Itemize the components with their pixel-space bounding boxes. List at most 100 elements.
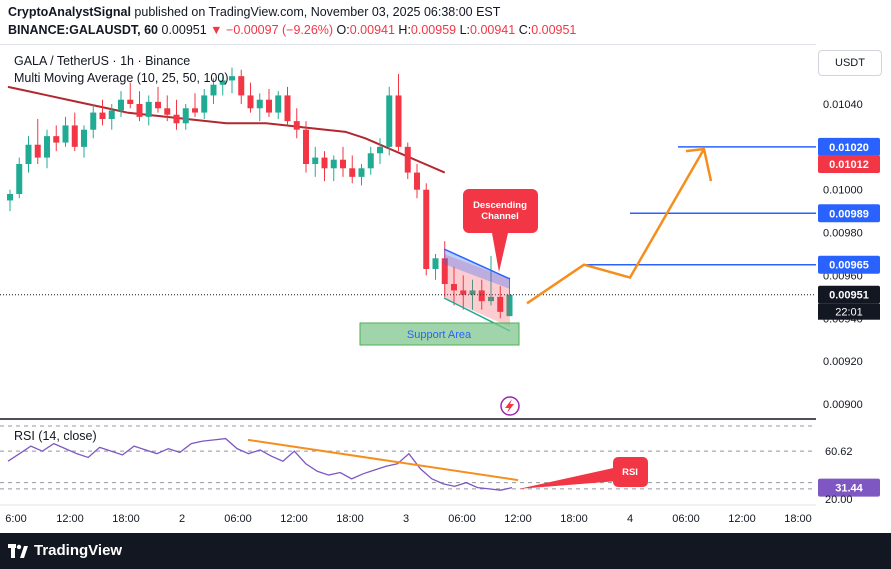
- tradingview-logo-icon: [8, 543, 28, 558]
- candle-body: [303, 129, 309, 164]
- candle-body: [44, 136, 50, 158]
- countdown-text: 22:01: [835, 307, 863, 319]
- price-tick-label: 0.00980: [823, 228, 863, 240]
- candle-body: [395, 95, 402, 147]
- candle-body: [118, 99, 124, 111]
- indicator-legend[interactable]: Multi Moving Average (10, 25, 50, 100): [14, 71, 229, 85]
- candle-body: [145, 101, 152, 117]
- time-tick-label: 18:00: [336, 513, 364, 525]
- price-label-text: 0.00965: [829, 260, 869, 272]
- publish-info: CryptoAnalystSignal published on Trading…: [8, 5, 500, 19]
- rsi-value-text: 31.44: [835, 483, 863, 495]
- price-label-text: 0.00951: [829, 290, 869, 302]
- currency-button[interactable]: USDT: [818, 50, 882, 76]
- rsi-level-label: 20.00: [825, 494, 853, 506]
- channel-callout-label: Descending: [473, 200, 527, 211]
- candle-body: [164, 108, 171, 115]
- candle-body: [256, 99, 263, 109]
- candle-body: [358, 168, 365, 177]
- support-area-box[interactable]: [359, 322, 520, 346]
- candle-body: [284, 95, 291, 122]
- price-label-tag: [818, 155, 880, 173]
- close-value: 0.00951: [531, 23, 577, 37]
- candle-body: [386, 95, 393, 147]
- candle-body: [330, 159, 337, 169]
- projection-path[interactable]: [526, 148, 706, 305]
- time-tick-label: 18:00: [784, 513, 812, 525]
- candle-body: [229, 76, 235, 81]
- candle-body: [34, 144, 41, 158]
- candle-body: [312, 157, 319, 164]
- candle-body: [210, 84, 217, 96]
- candle-body: [478, 290, 485, 302]
- candle-body: [219, 80, 226, 85]
- candle-body: [460, 290, 467, 295]
- price-label-tag: [818, 285, 880, 304]
- time-tick-label: 12:00: [56, 513, 84, 525]
- channel-upper-line[interactable]: [443, 248, 511, 280]
- time-tick-label: 6:00: [5, 513, 26, 525]
- candle-body: [469, 290, 476, 295]
- lightning-icon-bolt: [505, 399, 514, 413]
- rsi-legend[interactable]: RSI (14, close): [14, 429, 97, 443]
- candle-body: [506, 294, 513, 317]
- candle-body: [127, 99, 134, 104]
- rsi-trendline[interactable]: [247, 438, 519, 482]
- candle-body: [377, 146, 383, 154]
- candle-body: [340, 159, 346, 169]
- candle-body: [349, 168, 356, 177]
- price-tick-label: 0.00920: [823, 356, 863, 368]
- candle-body: [293, 121, 300, 130]
- candle-body: [488, 296, 494, 302]
- support-area-label: Support Area: [407, 329, 472, 341]
- rsi-callout-pointer: [519, 467, 618, 489]
- candle-body: [81, 129, 87, 147]
- footer: TradingView: [0, 533, 891, 569]
- symbol-line: BINANCE:GALAUSDT, 60: [8, 23, 159, 37]
- countdown-tag: [818, 303, 880, 320]
- time-tick-label: 18:00: [112, 513, 140, 525]
- candle-body: [182, 108, 189, 124]
- candle-body: [423, 189, 430, 269]
- rsi-level-label: 60.62: [825, 446, 853, 458]
- candle-body: [155, 101, 161, 109]
- channel-callout-pointer: [492, 233, 508, 272]
- candle-body: [192, 108, 198, 113]
- candle-body: [71, 125, 78, 147]
- time-tick-label: 06:00: [448, 513, 476, 525]
- candle-body: [53, 136, 60, 143]
- lightning-icon[interactable]: [500, 396, 520, 416]
- published-text: published on TradingView.com, November 0…: [134, 5, 501, 19]
- low-value: 0.00941: [470, 23, 516, 37]
- price-label-tag: [818, 255, 880, 274]
- tradingview-logo[interactable]: TradingView: [8, 542, 122, 559]
- pair-legend[interactable]: GALA / TetherUS · 1h · Binance: [14, 54, 191, 68]
- rsi-callout-box[interactable]: [613, 457, 648, 487]
- time-tick-label: 18:00: [560, 513, 588, 525]
- channel-upper-fill: [444, 249, 510, 289]
- time-tick-label: 06:00: [224, 513, 252, 525]
- candle-body: [367, 153, 374, 169]
- rsi-value-tag: [818, 478, 880, 497]
- open-label: O:: [336, 23, 350, 37]
- channel-callout-box[interactable]: [463, 189, 538, 233]
- price-tick-label: 0.00900: [823, 399, 863, 411]
- candle-body: [201, 95, 208, 113]
- rsi-line: [7, 437, 513, 491]
- price-label-tag: [818, 137, 880, 156]
- candle-body: [266, 99, 272, 113]
- candle-body: [404, 146, 411, 173]
- channel-lower-fill: [444, 254, 510, 327]
- price-tick-label: 0.01040: [823, 99, 863, 111]
- time-tick-label: 4: [627, 513, 633, 525]
- author-name[interactable]: CryptoAnalystSignal: [8, 5, 131, 19]
- price-tick-label: 0.01000: [823, 185, 863, 197]
- price-label-tag: [818, 204, 880, 223]
- low-label: L:: [459, 23, 471, 37]
- candle-body: [16, 164, 23, 194]
- change-arrow-icon: ▼: [210, 23, 223, 37]
- time-tick-label: 12:00: [280, 513, 308, 525]
- last-price: 0.00951: [161, 23, 207, 37]
